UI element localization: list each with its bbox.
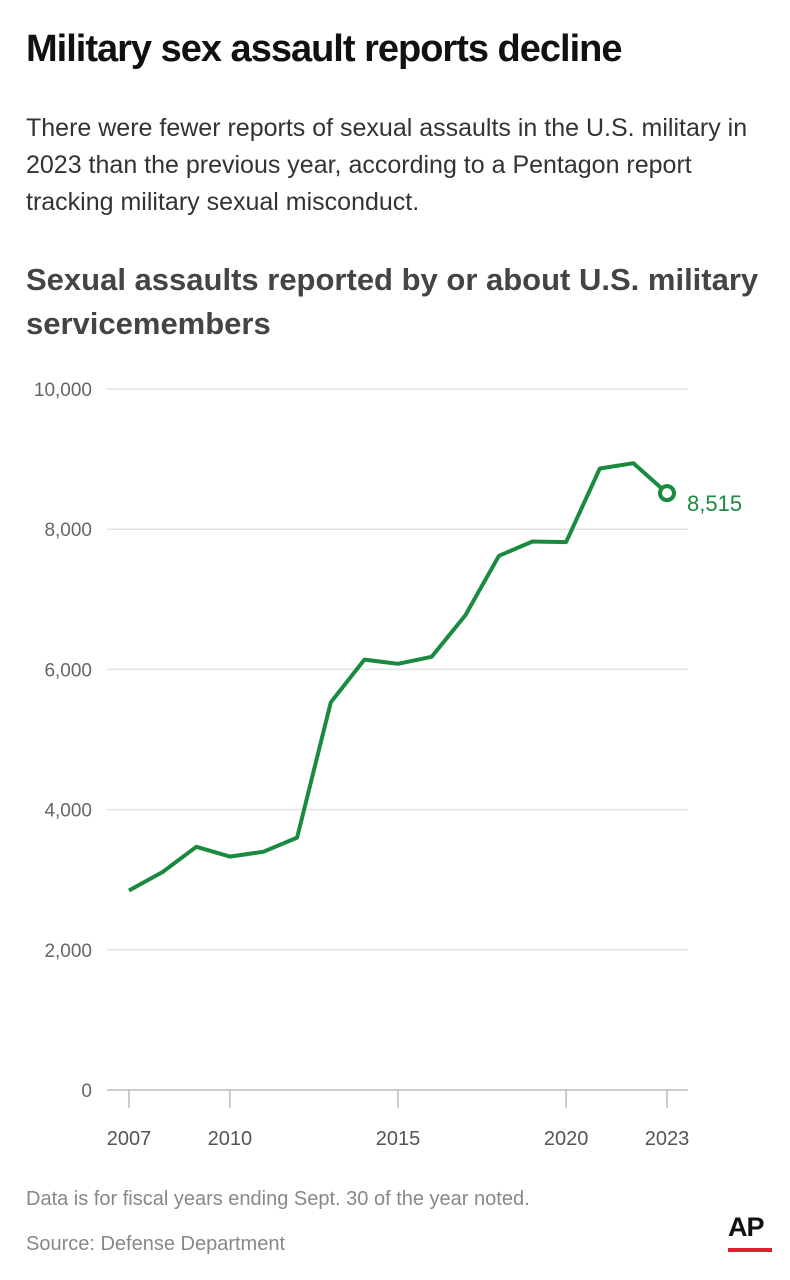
chart-title: Sexual assaults reported by or about U.S… xyxy=(26,262,759,341)
subtitle: There were fewer reports of sexual assau… xyxy=(26,114,748,216)
ap-logo-underline xyxy=(728,1248,772,1252)
y-tick-label: 4,000 xyxy=(44,801,92,822)
x-tick-label: 2015 xyxy=(376,1128,421,1150)
end-point-marker xyxy=(658,484,676,503)
y-tick-label: 8,000 xyxy=(44,520,92,541)
ap-logo: AP xyxy=(728,1212,765,1242)
x-tick-label: 2023 xyxy=(645,1128,690,1150)
y-tick-label: 0 xyxy=(81,1081,92,1102)
headline: Military sex assault reports decline xyxy=(26,28,622,70)
x-tick-label: 2010 xyxy=(208,1128,253,1150)
line-chart: 0 2,000 4,000 6,000 8,000 10,000 2007 2010 2015 2… xyxy=(34,380,742,1150)
x-tick-label: 2007 xyxy=(107,1128,152,1150)
end-value-label: 8,515 xyxy=(687,491,742,516)
y-tick-label: 6,000 xyxy=(44,660,92,681)
footnote: Data is for fiscal years ending Sept. 30… xyxy=(26,1188,530,1210)
y-tick-label: 10,000 xyxy=(34,380,92,401)
y-tick-label: 2,000 xyxy=(44,941,92,962)
x-tick-label: 2020 xyxy=(544,1128,589,1150)
source-line: Source: Defense Department xyxy=(26,1233,286,1255)
series-line xyxy=(128,461,669,893)
